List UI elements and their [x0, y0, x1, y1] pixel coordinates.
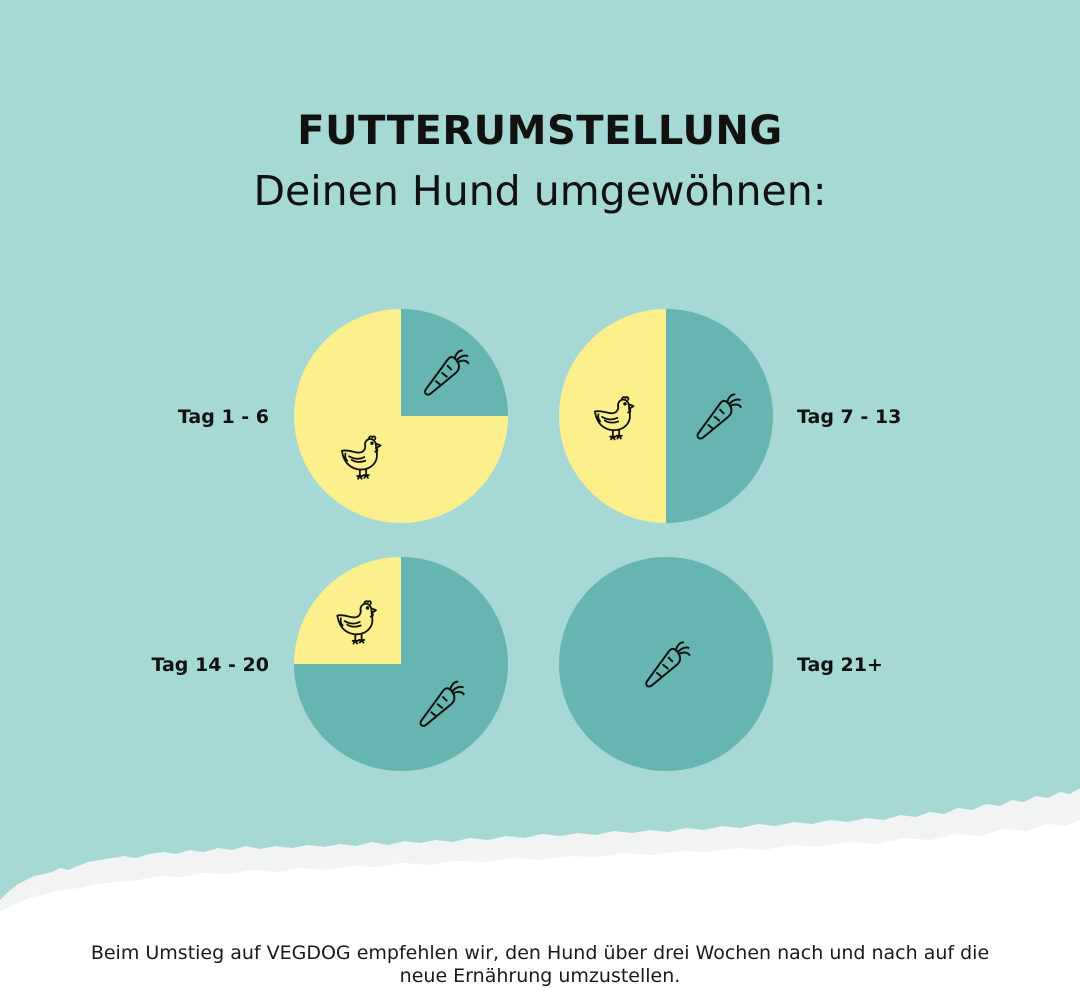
page-title: FUTTERUMSTELLUNG [297, 108, 783, 154]
pie-slice-old-food [294, 309, 508, 523]
pie-slice-new-food [559, 557, 773, 771]
page-subtitle: Deinen Hund umgewöhnen: [253, 167, 827, 215]
pie-slice-old-food [294, 557, 401, 664]
pie-label: Tag 1 - 6 [178, 406, 269, 428]
pie-slice-old-food [559, 309, 666, 523]
pie-label: Tag 14 - 20 [151, 654, 269, 676]
pie-slice-new-food [666, 309, 773, 523]
pies-layer: Tag 1 - 6 Tag 7 - 13 Tag 14 - 20 Tag 21+ [151, 309, 901, 771]
pie-label: Tag 21+ [797, 654, 883, 676]
footer-note: Beim Umstieg auf VEGDOG empfehlen wir, d… [90, 942, 990, 987]
pie-label: Tag 7 - 13 [797, 406, 901, 428]
pie-slice-new-food [401, 309, 508, 416]
